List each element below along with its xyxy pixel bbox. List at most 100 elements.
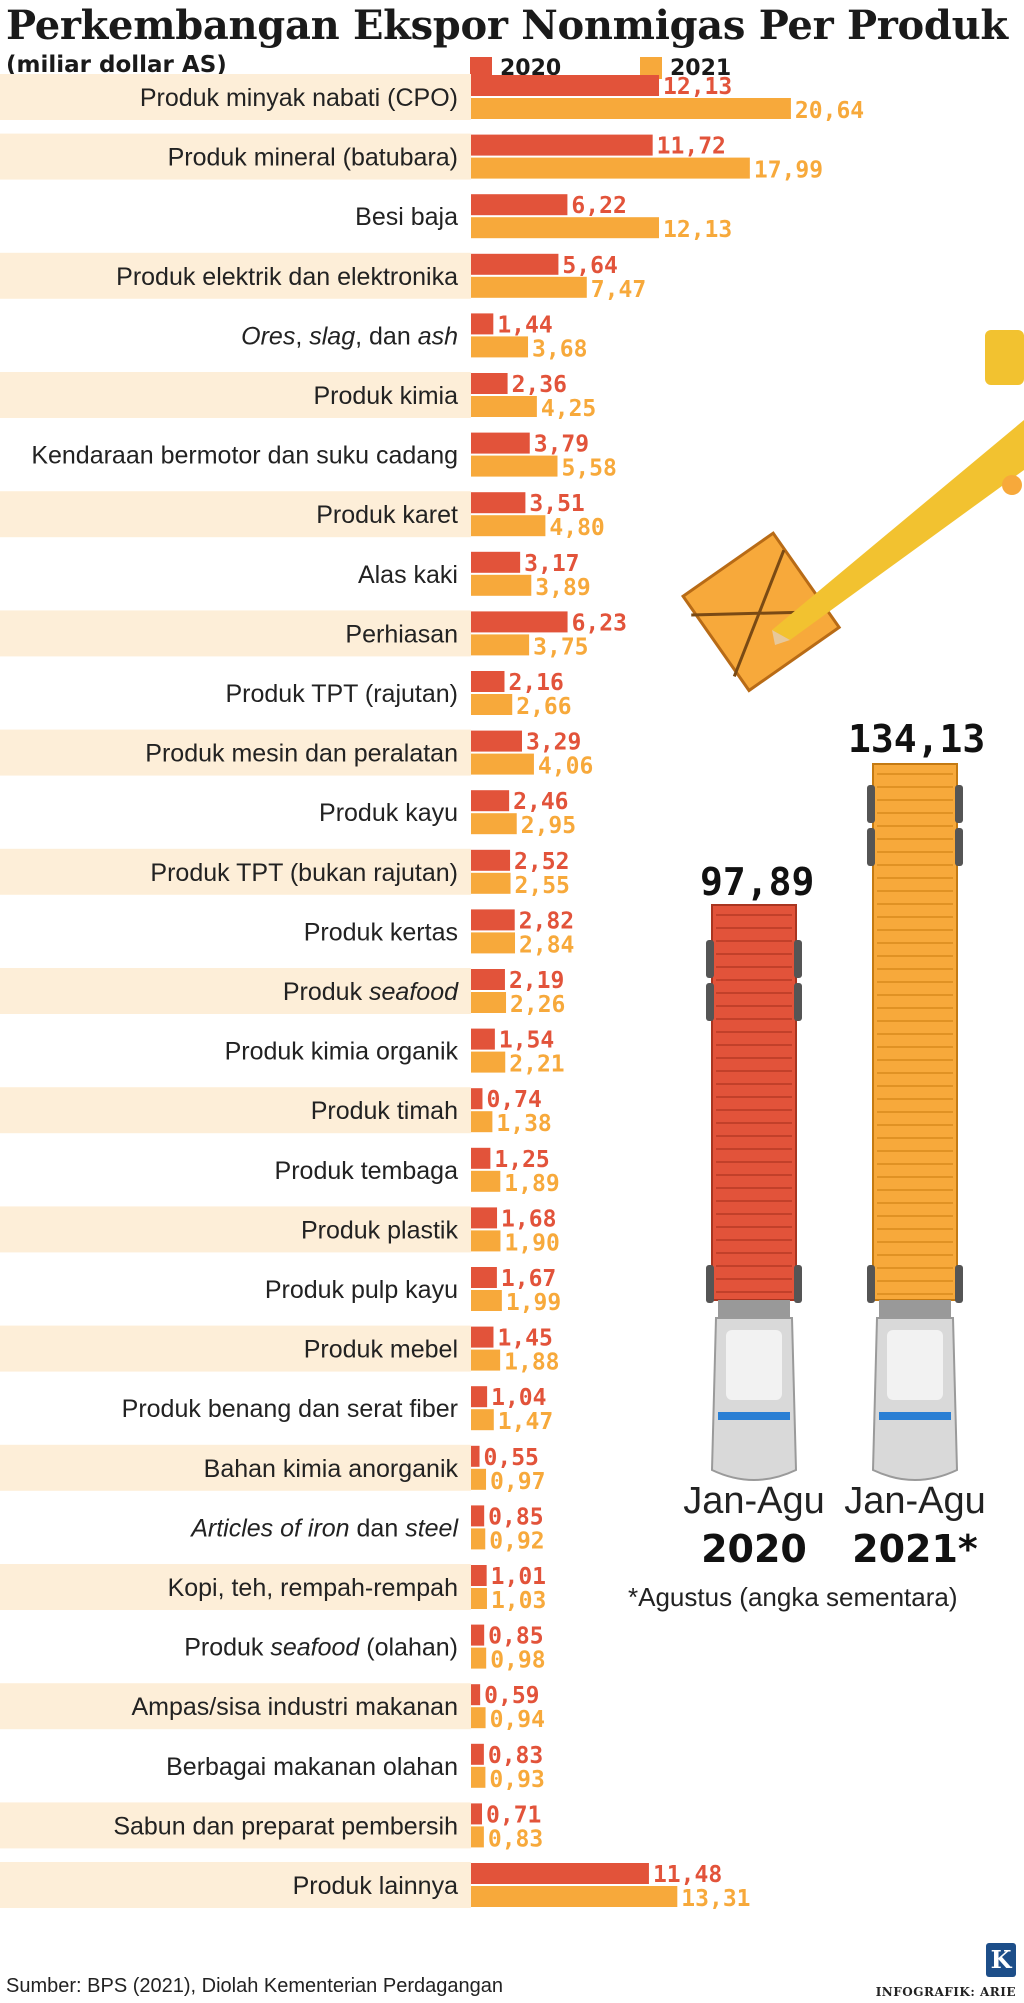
row-background [0, 74, 471, 120]
category-label: Produk kayu [319, 799, 458, 827]
category-label: Produk mebel [304, 1336, 458, 1364]
bar-2021 [471, 1051, 506, 1073]
value-label-2021: 1,88 [504, 1350, 559, 1376]
bar-2020 [471, 1743, 484, 1765]
bar-2020 [471, 432, 530, 454]
bar-2021 [471, 455, 558, 477]
value-label-2021: 20,64 [795, 98, 864, 124]
value-label-2021: 12,13 [663, 217, 732, 243]
row-background [0, 1862, 471, 1908]
category-label: Produk elektrik dan elektronika [116, 263, 458, 291]
bar-2021 [471, 1647, 487, 1669]
value-label-2020: 3,51 [529, 491, 584, 517]
bar-2020 [471, 909, 515, 931]
value-label-2020: 5,64 [562, 253, 617, 279]
category-label: Produk TPT (rajutan) [225, 680, 458, 708]
bar-2020 [471, 1028, 495, 1050]
value-label-2021: 0,93 [489, 1767, 544, 1793]
bar-2020 [471, 1624, 485, 1646]
value-label-2021: 0,83 [488, 1826, 543, 1852]
bar-2021 [471, 813, 517, 835]
bar-2021 [471, 872, 511, 894]
bar-2021 [471, 336, 529, 358]
footnote: *Agustus (angka sementara) [628, 1582, 958, 1612]
value-label-2020: 1,45 [497, 1326, 552, 1352]
bar-2020 [471, 313, 494, 335]
value-label-2021: 4,06 [538, 754, 593, 780]
bar-2020 [471, 1863, 649, 1884]
value-label-2020: 2,16 [508, 670, 563, 696]
bar-2021 [471, 753, 534, 775]
value-label-2020: 1,04 [491, 1385, 546, 1411]
value-label-2020: 1,67 [501, 1266, 556, 1292]
legend-item-2021: 2021 [640, 55, 731, 81]
row-background [0, 1444, 471, 1491]
bar-2020 [471, 1565, 487, 1586]
value-label-2021: 1,03 [491, 1588, 546, 1614]
bar-2021 [471, 515, 546, 537]
bar-2020 [471, 730, 522, 752]
category-label: Kopi, teh, rempah-rempah [168, 1574, 458, 1602]
category-label: Produk tembaga [275, 1157, 459, 1185]
category-label: Ores, slag, dan ash [241, 322, 458, 350]
bar-2021 [471, 634, 530, 656]
value-label-2020: 6,23 [572, 610, 627, 636]
bar-2020 [471, 671, 505, 692]
value-label-2021: 17,99 [754, 158, 823, 184]
bar-2021 [471, 1111, 493, 1133]
bar-2021 [471, 217, 660, 239]
value-label-2020: 0,74 [486, 1087, 541, 1113]
bar-2020 [471, 253, 559, 275]
category-label: Produk benang dan serat fiber [122, 1395, 458, 1423]
category-label: Produk seafood (olahan) [184, 1634, 458, 1662]
bar-2021 [471, 1170, 501, 1192]
bar-2020 [471, 194, 568, 216]
value-label-2021: 1,47 [498, 1409, 553, 1435]
value-label-2020: 2,36 [512, 372, 567, 398]
value-label-2020: 11,72 [657, 134, 726, 160]
bar-2020 [471, 373, 508, 394]
value-label-2020: 1,44 [497, 312, 552, 338]
row-background [0, 1564, 471, 1610]
value-label-2020: 1,01 [491, 1564, 546, 1590]
value-label-2020: 1,25 [494, 1147, 549, 1173]
category-label: Produk kimia organik [225, 1038, 459, 1066]
value-label-2020: 3,29 [526, 730, 581, 756]
chart-unit: (miliar dollar AS) [6, 52, 227, 78]
value-label-2020: 0,71 [486, 1802, 541, 1828]
category-label: Produk kimia [314, 382, 459, 410]
row-background [0, 1206, 471, 1253]
bar-2021 [471, 1230, 501, 1252]
value-label-2021: 2,66 [516, 694, 571, 720]
bar-2021 [471, 157, 750, 179]
total-2021-value: 134,13 [848, 717, 986, 761]
category-label: Produk TPT (bukan rajutan) [150, 859, 458, 887]
value-label-2020: 2,19 [509, 968, 564, 994]
value-label-2021: 2,84 [519, 932, 574, 958]
value-label-2020: 6,22 [571, 193, 626, 219]
value-label-2021: 1,89 [504, 1171, 559, 1197]
bar-2021 [471, 1707, 486, 1729]
bar-2021 [471, 1528, 486, 1550]
value-label-2020: 2,82 [519, 908, 574, 934]
credit: INFOGRAFIK: ARIE [875, 1985, 1016, 1999]
kompas-logo: K [986, 1943, 1016, 1977]
bar-2020 [471, 1207, 498, 1229]
bar-2020 [471, 790, 510, 812]
row-background [0, 1325, 471, 1372]
value-label-2020: 2,46 [513, 789, 568, 815]
value-label-2020: 0,83 [488, 1743, 543, 1769]
value-label-2021: 0,97 [490, 1469, 545, 1495]
value-label-2021: 7,47 [591, 277, 646, 303]
category-label: Produk plastik [301, 1216, 459, 1244]
bar-2021 [471, 1468, 487, 1490]
bar-2020 [471, 1088, 483, 1110]
period-label-2021: Jan-Agu [844, 1480, 986, 1522]
total-2020-value: 97,89 [700, 860, 815, 904]
bar-2021 [471, 1588, 487, 1609]
row-background [0, 968, 471, 1014]
category-label: Articles of iron dan steel [189, 1514, 459, 1542]
value-label-2021: 5,58 [561, 456, 616, 482]
bar-2020 [471, 75, 660, 96]
